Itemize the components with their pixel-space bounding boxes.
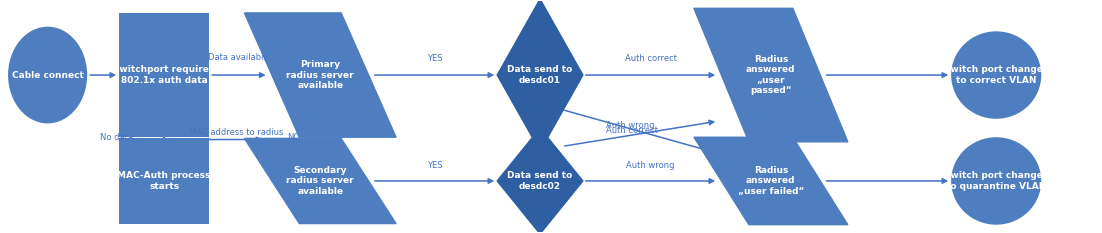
Text: Data send to
desdc02: Data send to desdc02 xyxy=(507,171,573,191)
Text: Radius
answered
„user failed“: Radius answered „user failed“ xyxy=(737,166,804,196)
Polygon shape xyxy=(245,13,396,137)
Text: Cable connect: Cable connect xyxy=(12,71,84,79)
Text: Primary
radius server
available: Primary radius server available xyxy=(287,60,354,90)
Polygon shape xyxy=(694,8,847,142)
Text: switchport requires
802.1x auth data: switchport requires 802.1x auth data xyxy=(114,65,214,85)
Text: MAC-Auth process
starts: MAC-Auth process starts xyxy=(118,171,210,191)
Text: YES: YES xyxy=(426,55,442,63)
Text: Auth wrong: Auth wrong xyxy=(626,161,674,171)
Text: Data available: Data available xyxy=(208,53,269,62)
Text: MAC address to radius: MAC address to radius xyxy=(190,128,284,137)
Text: NO: NO xyxy=(288,133,301,142)
Text: Secondary
radius server
available: Secondary radius server available xyxy=(287,166,354,196)
FancyBboxPatch shape xyxy=(119,138,209,223)
Polygon shape xyxy=(245,138,396,223)
Ellipse shape xyxy=(951,31,1041,119)
Ellipse shape xyxy=(951,137,1041,225)
Ellipse shape xyxy=(8,27,87,123)
Text: No data: No data xyxy=(100,133,133,142)
Text: Switch port changes
to correct VLAN: Switch port changes to correct VLAN xyxy=(944,65,1048,85)
Text: Auth correct: Auth correct xyxy=(606,126,658,135)
Text: Auth correct: Auth correct xyxy=(625,55,677,63)
Text: Switch port changed
to quarantine VLAN: Switch port changed to quarantine VLAN xyxy=(943,171,1049,191)
Polygon shape xyxy=(694,137,847,225)
Polygon shape xyxy=(497,0,583,151)
Text: Auth wrong: Auth wrong xyxy=(606,121,655,130)
FancyBboxPatch shape xyxy=(119,13,209,137)
Text: Radius
answered
„user
passed“: Radius answered „user passed“ xyxy=(746,55,796,95)
Polygon shape xyxy=(497,128,583,233)
Text: Data send to
desdc01: Data send to desdc01 xyxy=(507,65,573,85)
Text: YES: YES xyxy=(426,161,442,171)
